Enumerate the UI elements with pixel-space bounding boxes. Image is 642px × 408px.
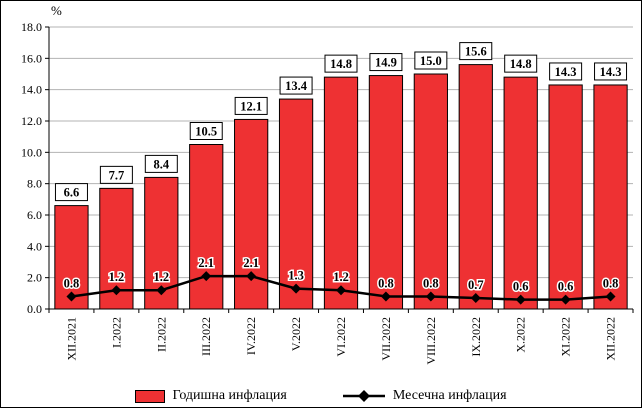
- line-point: [560, 294, 571, 305]
- y-tick-label: 10.0: [21, 145, 42, 159]
- line-value-label: 0.8: [378, 276, 394, 290]
- bar-value-label: 10.5: [195, 125, 217, 139]
- x-tick-label: VII.2022: [379, 317, 393, 361]
- x-tick-label: VI.2022: [334, 317, 348, 357]
- bar: [458, 64, 493, 310]
- line-value-label: 0.8: [603, 276, 619, 290]
- annual-inflation-label: Годишна инфлация: [172, 388, 287, 403]
- bar-value-label: 14.3: [600, 65, 622, 79]
- bar-value-label: 14.3: [555, 65, 577, 79]
- bar-value-label: 13.4: [285, 79, 308, 93]
- x-tick-label: IV.2022: [244, 317, 258, 355]
- x-tick-label: XII.2021: [64, 317, 78, 361]
- plot-contents: 0.0 2.0 4.0 6.0 8.0 10.0 12.0 14.0 16.0 18.0 XII.2…: [21, 20, 634, 365]
- bar: [548, 84, 583, 310]
- annual-inflation-swatch: [135, 389, 166, 403]
- bar-value-box: [594, 62, 628, 81]
- legend: Годишна инфлация Месечна инфлация: [1, 380, 641, 407]
- x-tick-label: XI.2022: [559, 317, 573, 357]
- bar-value-label: 12.1: [240, 99, 262, 113]
- bar: [278, 98, 314, 310]
- line-value-label: 0.8: [423, 276, 439, 290]
- bar: [323, 76, 359, 310]
- bar-value-box: [234, 96, 268, 115]
- line-value-label: 0.7: [468, 278, 484, 292]
- bar-value-box: [369, 53, 403, 72]
- bar-value-box: [144, 154, 178, 173]
- x-tick-label: V.2022: [289, 317, 303, 351]
- bar-value-label: 14.8: [330, 57, 352, 71]
- line-point: [111, 285, 122, 296]
- x-tick-label: VIII.2022: [424, 317, 438, 365]
- line-point: [380, 291, 391, 302]
- plot-area: % 0.0 2.0 4.0 6.0 8.0 10.0 12.0 14.0 16.0 18.0 XII…: [21, 3, 634, 365]
- bar-value-box: [189, 122, 223, 140]
- y-tick-label: 14.0: [21, 83, 42, 97]
- line-point: [605, 291, 616, 302]
- bar-value-box: [324, 54, 358, 73]
- bar-value-box: [414, 51, 448, 70]
- bar-value-box: [279, 76, 313, 95]
- line-value-label: 1.2: [333, 270, 349, 284]
- legend-item-annual: Годишна инфлация: [135, 388, 287, 404]
- line-point: [66, 291, 77, 302]
- bar-value-label: 15.6: [465, 45, 487, 59]
- line-point: [246, 271, 257, 282]
- bar-value-box: [54, 183, 88, 202]
- line-point: [156, 285, 167, 296]
- y-tick-label: 16.0: [21, 51, 42, 65]
- bar: [413, 73, 448, 310]
- legend-diamond-icon: [357, 390, 370, 402]
- monthly-inflation-label: Месечна инфлация: [392, 388, 507, 403]
- bar-value-box: [99, 165, 133, 184]
- x-tick-label: III.2022: [199, 317, 213, 356]
- x-tick-label: X.2022: [514, 317, 528, 353]
- y-tick-label: 12.0: [21, 114, 42, 128]
- line-point: [470, 293, 481, 304]
- line-point: [425, 291, 436, 302]
- line-point: [291, 283, 302, 294]
- y-tick-label: 4.0: [27, 239, 42, 253]
- x-tick-label: I.2022: [109, 317, 123, 348]
- bar-value-label: 8.4: [153, 157, 169, 171]
- x-tick-label: IX.2022: [469, 317, 483, 357]
- line-value-label: 0.6: [513, 280, 529, 294]
- y-tick-label: 6.0: [27, 208, 42, 222]
- bar: [189, 144, 224, 310]
- line-value-label: 1.3: [288, 269, 304, 283]
- y-tick-label: 2.0: [27, 271, 42, 285]
- y-axis-unit-label: %: [51, 3, 62, 18]
- y-tick-label: 0.0: [27, 302, 42, 316]
- bar-value-box: [549, 62, 583, 81]
- line-value-label: 2.1: [198, 256, 214, 270]
- legend-item-monthly: Месечна инфлация: [342, 388, 507, 404]
- bar-value-label: 14.8: [510, 57, 532, 71]
- bar-value-box: [459, 42, 493, 61]
- bar-value-box: [504, 54, 538, 73]
- bar: [368, 75, 404, 310]
- y-tick-label: 18.0: [21, 20, 42, 34]
- line-value-label: 0.8: [64, 276, 80, 290]
- bar: [593, 84, 628, 310]
- y-tick-label: 8.0: [27, 177, 42, 191]
- line-value-label: 0.6: [558, 280, 574, 294]
- x-tick-label: II.2022: [154, 317, 168, 352]
- bar-value-label: 15.0: [420, 54, 442, 68]
- line-point: [336, 285, 346, 296]
- line-value-label: 2.1: [243, 256, 259, 270]
- bar-value-label: 14.9: [375, 56, 397, 70]
- bar-value-label: 6.6: [64, 186, 80, 200]
- line-point: [515, 294, 526, 305]
- bar-value-label: 7.7: [109, 168, 125, 182]
- line-value-label: 1.2: [153, 270, 169, 284]
- line-value-label: 1.2: [109, 270, 125, 284]
- monthly-inflation-swatch: [342, 390, 385, 402]
- x-tick-label: XII.2022: [604, 317, 618, 361]
- bar: [503, 76, 538, 310]
- line-point: [201, 271, 212, 282]
